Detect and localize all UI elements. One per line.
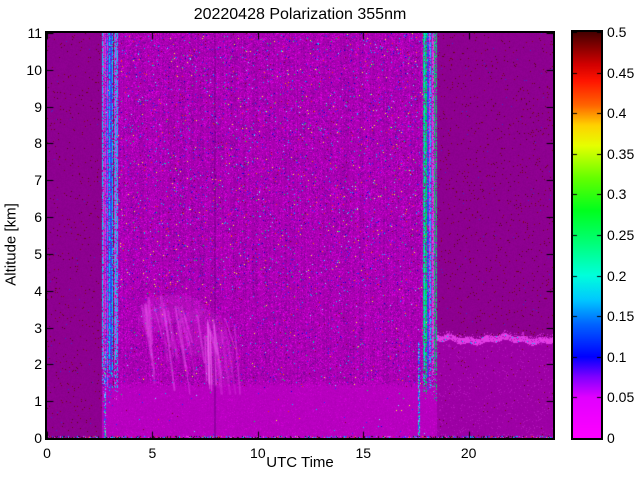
y-tick-label: 0 [34,430,42,446]
y-tick-label: 7 [34,172,42,189]
colorbar-tick-label: 0.25 [607,227,635,243]
y-tick-label: 6 [34,209,42,226]
x-axis-label: UTC Time [266,454,334,471]
y-tick-label: 2 [34,356,42,373]
y-tick-label: 3 [34,319,42,336]
colorbar [571,30,603,440]
y-tick-label: 8 [34,135,42,152]
y-tick-label: 1 [34,393,42,410]
x-tick-label: 15 [355,445,372,461]
colorbar-tick-label: 0.05 [607,389,635,406]
colorbar-tick-label: 0.15 [607,308,635,325]
colorbar-tick-label: 0 [607,430,615,446]
colorbar-tick-label: 0.3 [607,186,627,203]
colorbar-tick-label: 0.2 [607,267,627,284]
plot-title: 20220428 Polarization 355nm [193,6,407,23]
heatmap-canvas [47,33,553,438]
x-tick-label: 0 [43,445,51,461]
colorbar-canvas [573,32,601,438]
plot-area [45,31,555,440]
y-tick-label: 9 [34,98,42,115]
colorbar-tick-label: 0.45 [607,64,635,81]
y-tick-label: 10 [26,61,42,78]
x-tick-label: 20 [460,445,477,461]
colorbar-tick-label: 0.5 [607,24,627,40]
y-tick-label: 5 [34,245,42,262]
x-tick-label: 10 [250,445,266,461]
x-tick-label: 5 [148,445,157,461]
y-tick-label: 4 [34,282,42,299]
colorbar-tick-label: 0.4 [607,105,627,122]
colorbar-tick-label: 0.35 [607,145,635,162]
y-tick-label: 11 [27,25,42,41]
colorbar-tick-label: 0.1 [607,348,627,365]
